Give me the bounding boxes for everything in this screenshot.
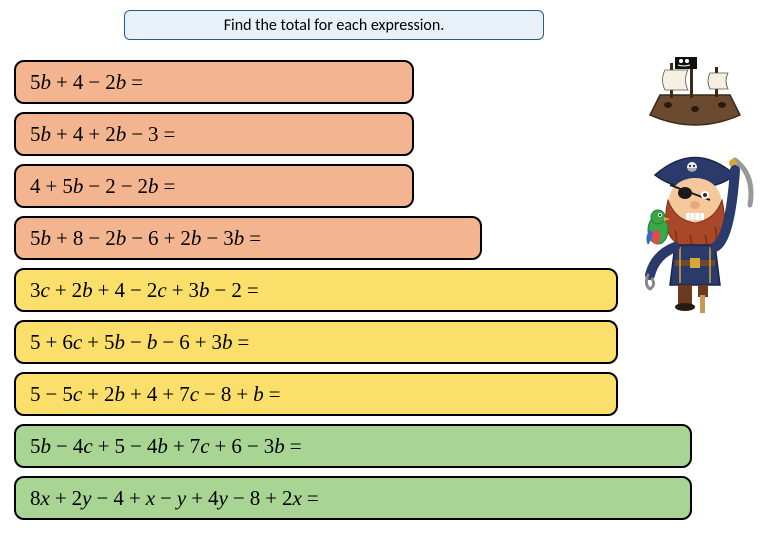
pirate-icon: [646, 158, 751, 314]
expression-row-2: 5b+4+2b−3=: [14, 112, 414, 156]
expression-row-6: 5+6c+5b−b−6+3b=: [14, 320, 618, 364]
pirate-svg: [620, 55, 770, 315]
title-box: Find the total for each expression.: [124, 10, 544, 40]
expression-row-4: 5b+8−2b−6+2b−3b=: [14, 216, 482, 260]
expression-row-9: 8x+2y−4+x−y+4y−8+2x=: [14, 476, 692, 520]
expression-row-1: 5b+4−2b=: [14, 60, 414, 104]
title-text: Find the total for each expression.: [224, 16, 445, 35]
expression-row-5: 3c+2b+4−2c+3b−2=: [14, 268, 618, 312]
expression-row-3: 4+5b−2−2b=: [14, 164, 414, 208]
ship-icon: [650, 57, 740, 125]
expression-row-8: 5b−4c+5−4b+7c+6−3b=: [14, 424, 692, 468]
pirate-decoration: [620, 55, 770, 315]
expression-row-7: 5−5c+2b+4+7c−8+b=: [14, 372, 618, 416]
